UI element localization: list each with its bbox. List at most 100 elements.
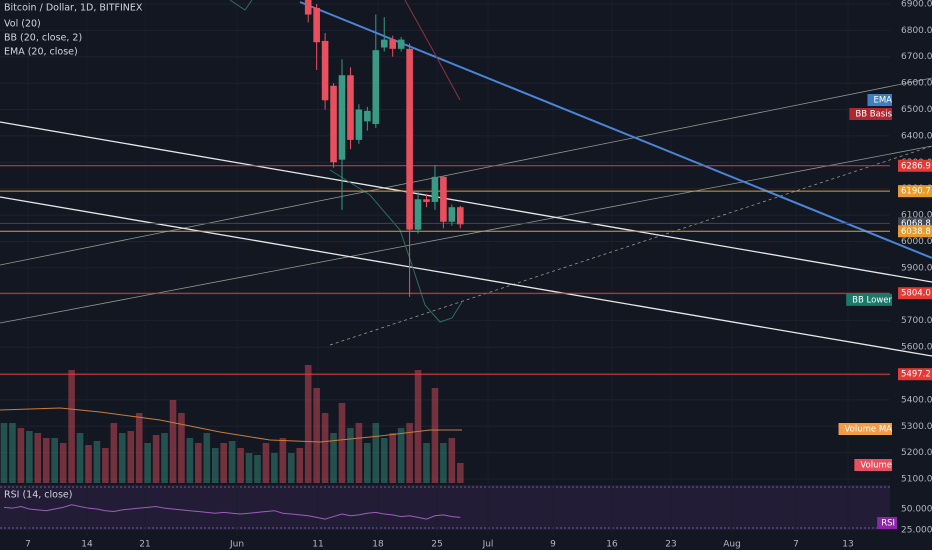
volume-bar	[152, 435, 160, 483]
price-tag-label: 6068.8	[901, 219, 931, 229]
candle-body	[372, 50, 380, 125]
y-tick-label: 5900.0	[901, 263, 932, 273]
candle-body	[330, 85, 337, 163]
volume-bar	[372, 423, 380, 483]
volume-bar	[271, 453, 278, 483]
volume-bar	[211, 448, 219, 483]
y-tick-label: 6400.0	[901, 131, 932, 141]
y-tick-label: 6500.0	[901, 105, 932, 115]
rsi-tag	[877, 517, 897, 529]
candle-body	[313, 7, 320, 43]
time-axis	[0, 536, 932, 550]
volume-tag	[854, 459, 892, 471]
volume-tag-label: Volume	[860, 461, 892, 471]
price-tag	[898, 287, 932, 300]
volume-bar	[9, 423, 16, 483]
y-tick-label: 6700.0	[901, 52, 932, 62]
x-tick-label: 25	[431, 540, 442, 550]
volume-bar	[34, 433, 42, 483]
x-tick-label: 18	[372, 540, 384, 550]
x-tick-label: 23	[665, 540, 676, 550]
volume-bar	[279, 438, 287, 483]
volume-bar	[76, 433, 84, 483]
volume-bar	[304, 365, 312, 483]
indicator-tag	[867, 94, 892, 107]
volume-tag-label: Volume MA	[845, 425, 893, 435]
volume-bar	[169, 400, 177, 483]
candle-body	[423, 199, 430, 202]
volume-bar	[397, 428, 405, 483]
volume-bar	[330, 433, 337, 483]
indicator-tag	[846, 293, 892, 306]
y-tick-label: 6900.0	[901, 0, 932, 9]
indicator: BB (20, close, 2)	[4, 33, 82, 44]
y-tick-label: 5400.0	[901, 395, 932, 405]
price-tag-label: 6286.9	[901, 161, 931, 171]
volume-bar	[102, 448, 109, 483]
volume-bar	[228, 441, 236, 483]
trend-line-blue	[299, 1, 932, 259]
y-tick-label: 5100.0	[901, 475, 932, 485]
chart-title: Bitcoin / Dollar, 1D, BITFINEX	[4, 3, 143, 14]
volume-ma	[0, 407, 462, 443]
volume-bar	[26, 431, 33, 483]
volume-bar	[338, 403, 346, 483]
trend-line	[0, 121, 932, 283]
volume-bar	[431, 388, 439, 483]
volume-bar	[178, 413, 185, 483]
y-tick-label: 5300.0	[901, 422, 932, 432]
candle-body	[347, 75, 354, 140]
volume-tag	[838, 423, 892, 435]
volume-bar	[288, 453, 295, 483]
candle-body	[304, 0, 312, 15]
x-tick-label: 21	[139, 540, 150, 550]
volume-bar	[203, 433, 211, 483]
volume-bar	[406, 423, 413, 483]
indicator-tag	[849, 108, 892, 121]
volume-bar	[186, 438, 194, 483]
candle-body	[431, 176, 439, 202]
volume-bar	[144, 443, 151, 483]
y-tick-label: 5600.0	[901, 343, 932, 353]
price-tag-label: 6038.8	[901, 227, 931, 237]
volume-bar	[347, 428, 354, 483]
y-tick-label: 6600.0	[901, 79, 932, 89]
candle-body	[397, 39, 405, 49]
volume-bar	[313, 388, 320, 483]
volume-bar	[127, 431, 135, 483]
volume-bar	[119, 433, 126, 483]
volume-bar	[380, 438, 388, 483]
rsi-line	[3, 504, 461, 520]
bb-lower	[329, 169, 463, 323]
volume-bar	[321, 413, 329, 483]
candle-body	[440, 176, 447, 222]
candle-body	[406, 48, 413, 230]
indicator: Vol (20)	[4, 19, 41, 30]
volume-bar	[457, 463, 464, 483]
candle-body	[380, 39, 388, 48]
price-tag-label: 6190.7	[901, 187, 931, 197]
y-tick-label: 6100.0	[901, 211, 932, 221]
channel-line-dotted	[329, 145, 932, 346]
x-tick-label: 7	[25, 540, 31, 550]
volume-bar	[262, 443, 270, 483]
candle-body	[414, 199, 422, 230]
bb-upper	[404, 0, 461, 101]
channel-line	[0, 77, 932, 266]
x-tick-label: Jul	[482, 540, 494, 550]
rsi-tick-label: 25.0000	[901, 526, 932, 536]
bb-lower	[229, 0, 253, 11]
volume-bar	[135, 413, 143, 483]
x-tick-label: Aug	[723, 540, 741, 550]
price-tag	[898, 159, 932, 172]
x-tick-label: 7	[793, 540, 799, 550]
volume-bar	[423, 443, 430, 483]
y-tick-label: 6000.0	[901, 237, 932, 247]
volume-bar	[93, 441, 101, 483]
x-tick-label: 16	[606, 540, 618, 550]
price-tag	[898, 368, 932, 381]
x-tick-label: 11	[312, 540, 323, 550]
volume-bar	[389, 433, 396, 483]
volume-bar	[0, 423, 8, 483]
